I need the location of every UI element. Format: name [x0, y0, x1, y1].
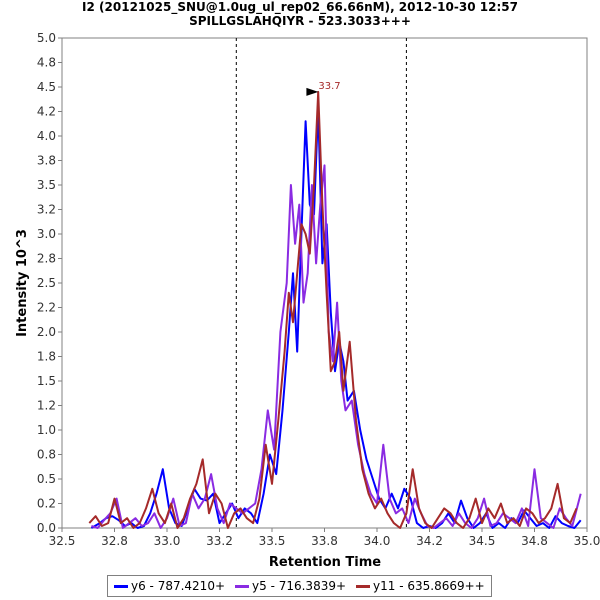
peak-annotation: 33.7: [306, 81, 341, 96]
chart-subtitle: SPILLGSLAHQIYR - 523.3033+++: [189, 14, 411, 28]
chart-title: I2 (20121025_SNU@1.0ug_ul_rep02_66.66nM)…: [82, 0, 518, 14]
legend-item: y11 - 635.8669++: [356, 579, 485, 593]
legend-item: y5 - 716.3839+: [235, 579, 346, 593]
legend-swatch: [114, 584, 128, 588]
peak-boundaries: [235, 38, 407, 528]
plot-area: [61, 37, 588, 529]
y-tick-label: 3.0: [37, 227, 56, 241]
peak-marker-icon: [306, 87, 319, 96]
legend: y6 - 787.4210+ y5 - 716.3839+ y11 - 635.86…: [107, 575, 492, 597]
peak-label: 33.7: [318, 81, 340, 92]
y-tick-label: 3.8: [37, 154, 56, 168]
x-tick-label: 33.8: [311, 534, 338, 548]
x-tick-label: 33.0: [154, 534, 181, 548]
y-tick-label: 4.8: [37, 56, 56, 70]
x-tick-label: 33.2: [206, 534, 233, 548]
y-tick-label: 1.0: [37, 423, 56, 437]
y-tick-label: 2.5: [37, 276, 56, 290]
legend-item: y6 - 787.4210+: [114, 579, 225, 593]
y-tick-label: 2.0: [37, 325, 56, 339]
y-tick-label: 4.5: [37, 80, 56, 94]
x-tick-label: 35.0: [574, 534, 600, 548]
y-tick-label: 4.0: [37, 129, 56, 143]
x-tick-label: 32.5: [49, 534, 76, 548]
x-tick-label: 34.0: [364, 534, 391, 548]
y-tick-label: 4.2: [37, 105, 56, 119]
legend-swatch: [235, 584, 250, 588]
y-tick-label: 3.2: [37, 203, 56, 217]
y-tick-label: 5.0: [37, 31, 56, 45]
legend-swatch: [356, 584, 371, 588]
x-tick-label: 34.5: [469, 534, 496, 548]
y-tick-label: 0.5: [37, 472, 56, 486]
series-line-3: [88, 90, 578, 529]
y-tick-label: 2.2: [37, 301, 56, 315]
y-tick-label: 0.0: [37, 521, 56, 535]
axis-ticks: 32.5 32.8 33.0 33.2 33.5 33.8 34.0 34.2 34.5 34.8…: [37, 31, 600, 548]
series-lines: [88, 90, 582, 529]
y-tick-label: 1.8: [37, 350, 56, 364]
x-tick-label: 34.2: [416, 534, 443, 548]
x-tick-label: 33.5: [259, 534, 286, 548]
legend-label: y6 - 787.4210+: [131, 579, 226, 593]
x-tick-label: 32.8: [101, 534, 128, 548]
y-tick-label: 1.2: [37, 399, 56, 413]
legend-label: y5 - 716.3839+: [252, 579, 347, 593]
y-tick-label: 3.5: [37, 178, 56, 192]
legend-label: y11 - 635.8669++: [373, 579, 485, 593]
y-tick-label: 2.8: [37, 252, 56, 266]
x-axis-label: Retention Time: [269, 555, 381, 570]
y-tick-label: 0.2: [37, 497, 56, 511]
y-axis-label: Intensity 10^3: [15, 229, 30, 337]
y-tick-label: 0.8: [37, 448, 56, 462]
y-tick-label: 1.5: [37, 374, 56, 388]
x-tick-label: 34.8: [521, 534, 548, 548]
